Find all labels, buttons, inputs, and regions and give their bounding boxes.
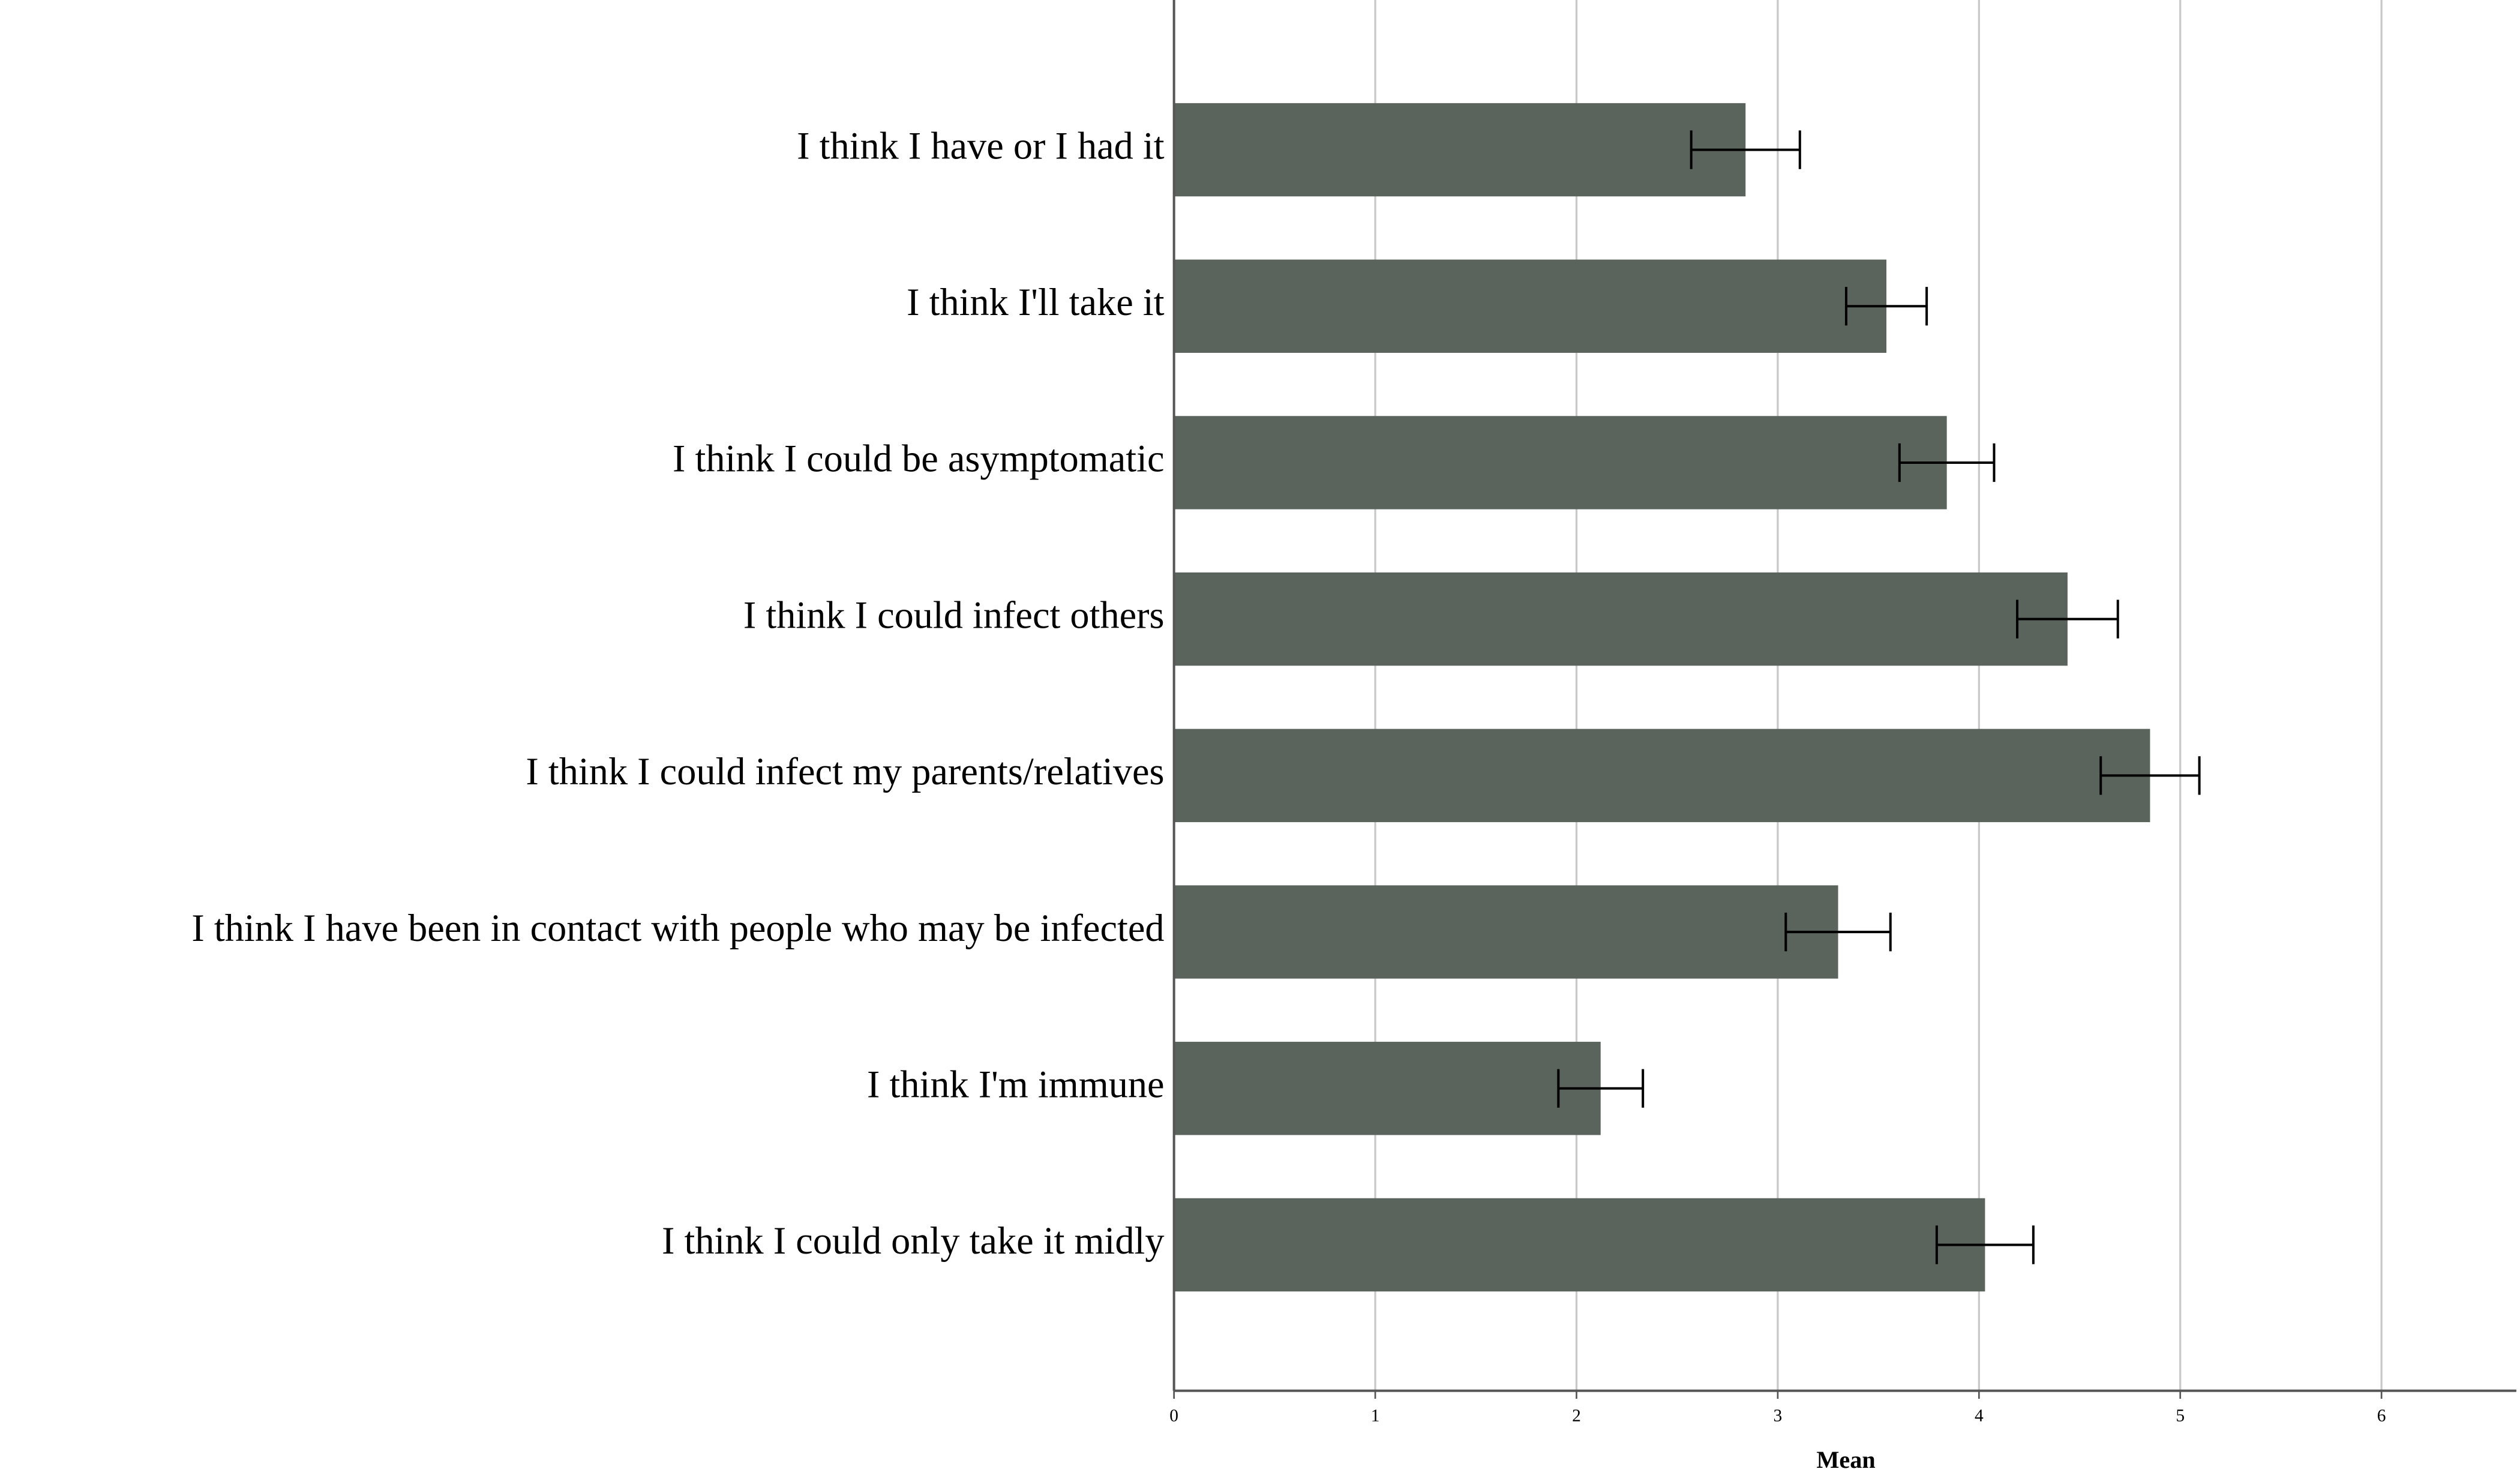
x-tick-label: 1 xyxy=(1371,1407,1380,1426)
bar xyxy=(1174,103,1746,197)
bar xyxy=(1174,1042,1601,1135)
x-tick-label: 5 xyxy=(2176,1407,2185,1426)
y-tick-label: I think I could only take it midly xyxy=(662,1219,1165,1262)
x-tick-label: 6 xyxy=(2377,1407,2386,1426)
x-tick-label: 0 xyxy=(1169,1407,1178,1426)
bar xyxy=(1174,1198,1985,1292)
bar xyxy=(1174,728,2150,823)
y-tick-label: I think I could be asymptomatic xyxy=(673,437,1165,480)
y-tick-label: I think I have or I had it xyxy=(797,124,1165,167)
x-tick-label: 3 xyxy=(1774,1407,1783,1426)
bar xyxy=(1174,572,2068,666)
x-axis-title: Mean xyxy=(1817,1446,1876,1473)
bar xyxy=(1174,259,1887,353)
y-tick-label: I think I could infect my parents/relati… xyxy=(526,750,1164,793)
x-tick-label: 2 xyxy=(1572,1407,1581,1426)
y-tick-label: I think I have been in contact with peop… xyxy=(191,907,1164,949)
bar xyxy=(1174,416,1947,509)
y-tick-label: I think I'm immune xyxy=(867,1063,1165,1106)
y-tick-label: I think I'll take it xyxy=(907,281,1165,323)
bar xyxy=(1174,885,1838,979)
y-tick-label: I think I could infect others xyxy=(743,593,1165,636)
x-tick-label: 4 xyxy=(1975,1407,1984,1426)
